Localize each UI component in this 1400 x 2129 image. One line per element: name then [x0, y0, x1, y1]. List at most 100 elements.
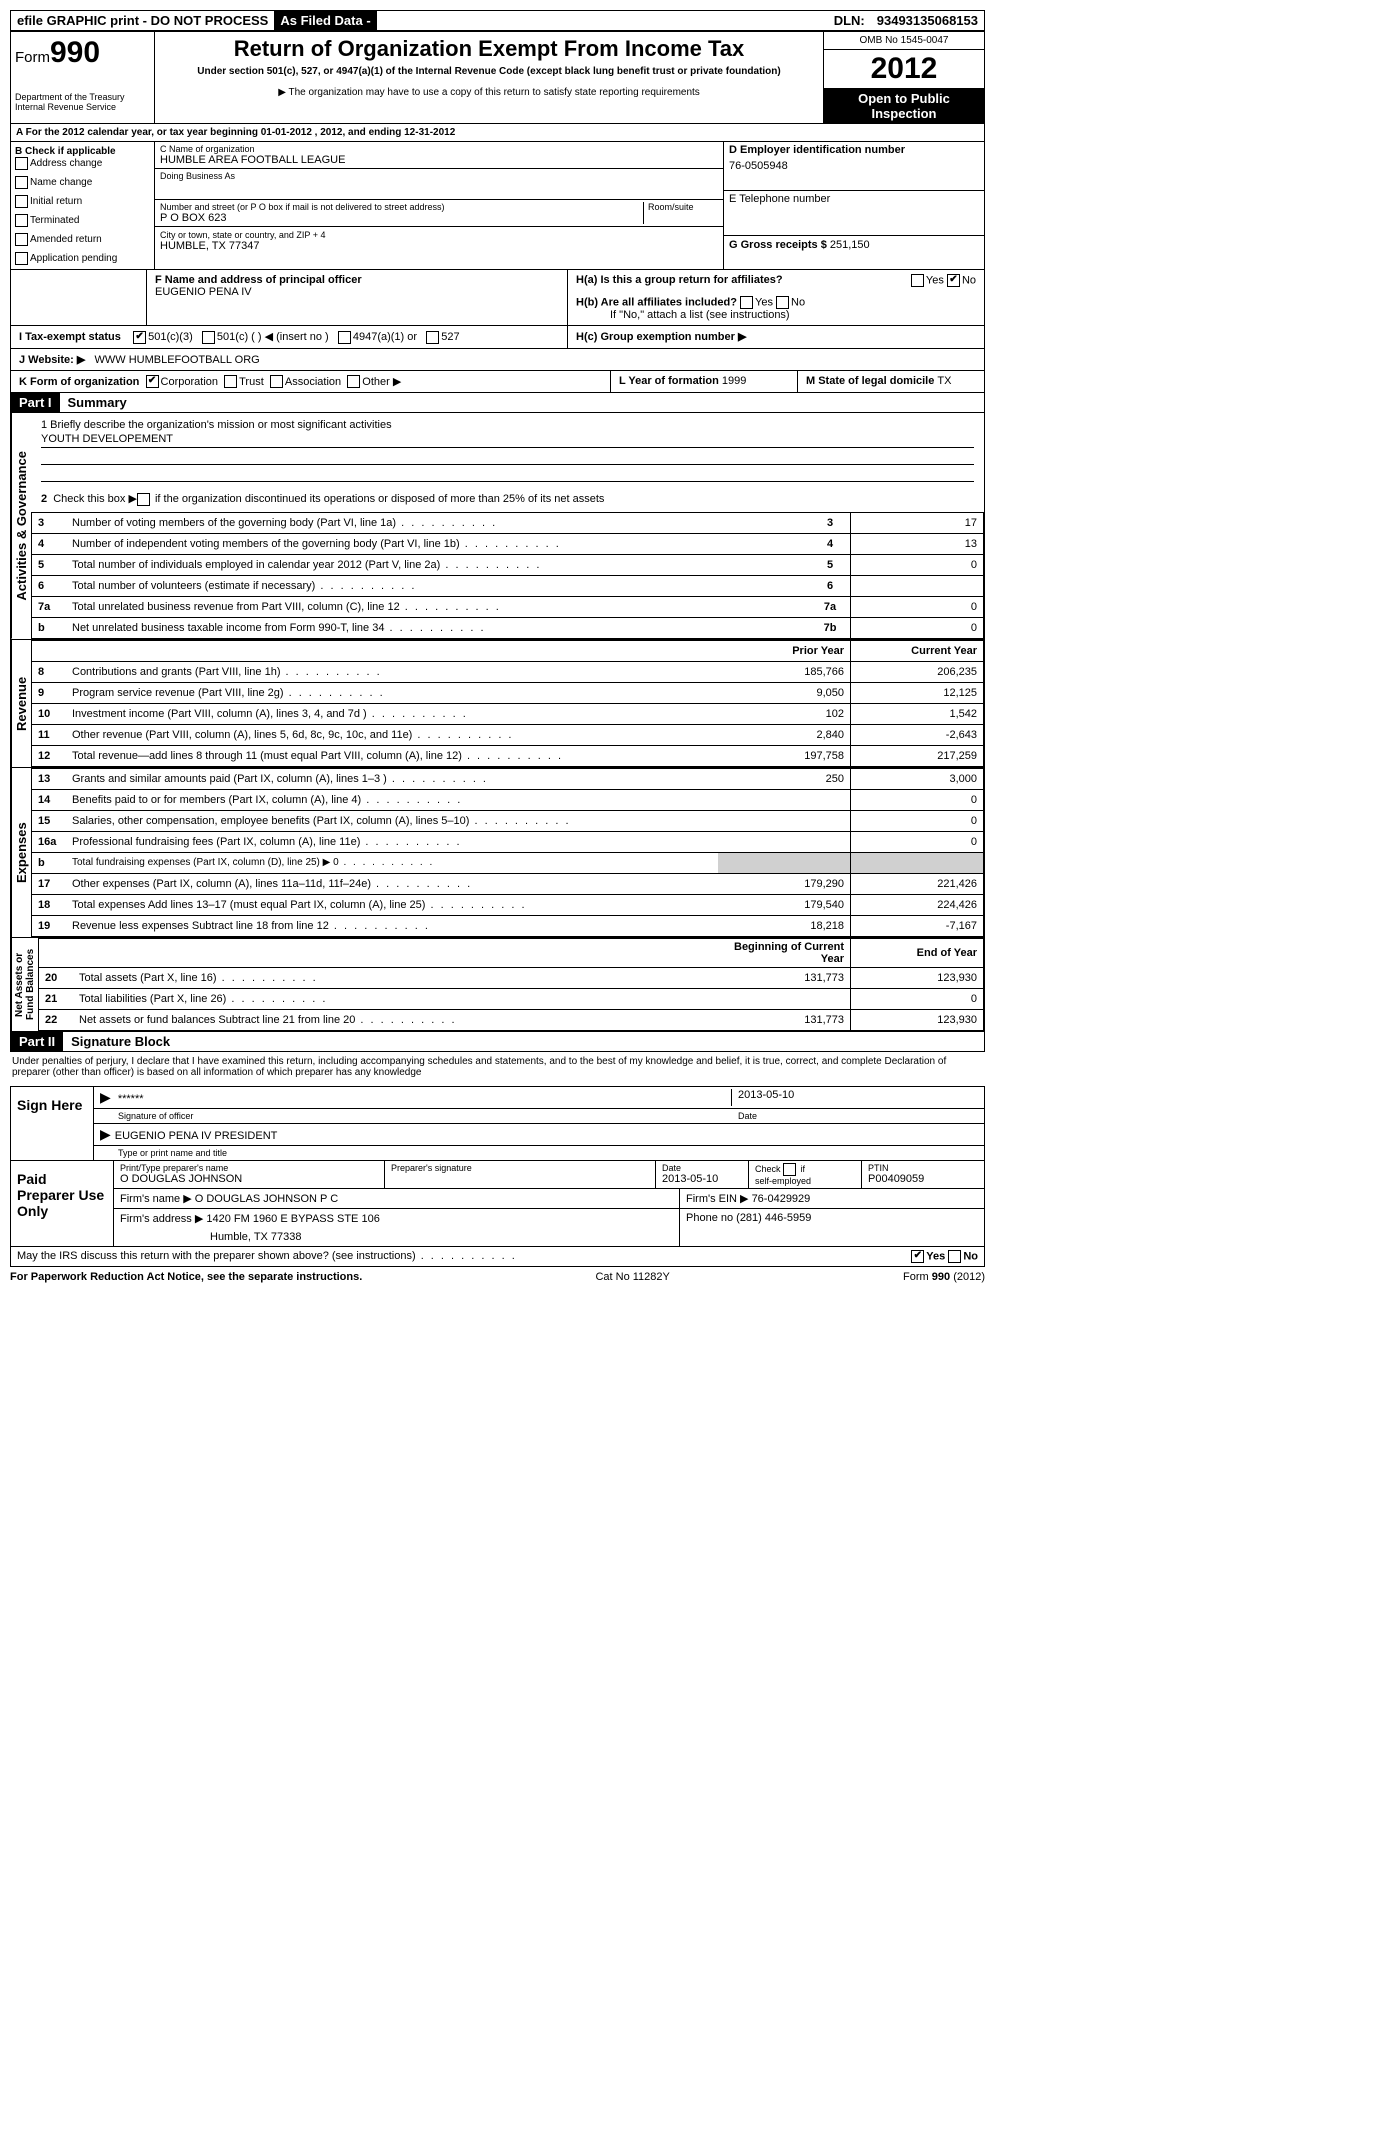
- perjury-text: Under penalties of perjury, I declare th…: [10, 1052, 985, 1082]
- irs-no-label: No: [963, 1250, 978, 1262]
- ha-label: H(a) Is this a group return for affiliat…: [576, 274, 783, 286]
- phone-label2: Phone no: [686, 1212, 736, 1224]
- part2-header: Part II Signature Block: [10, 1032, 985, 1052]
- section-b-through-g: B Check if applicable Address change Nam…: [10, 142, 985, 270]
- website-value: WWW HUMBLEFOOTBALL ORG: [95, 354, 260, 366]
- other-label: Other ▶: [362, 376, 401, 388]
- footer: For Paperwork Reduction Act Notice, see …: [10, 1267, 985, 1283]
- sign-block: Sign Here ****** 2013-05-10 Signature of…: [10, 1086, 985, 1161]
- assoc-checkbox[interactable]: [270, 375, 283, 388]
- ein-value: 76-0505948: [729, 160, 979, 172]
- form-number: 990: [50, 36, 100, 69]
- irs-no-checkbox[interactable]: [948, 1250, 961, 1263]
- expenses-block: Expenses 13Grants and similar amounts pa…: [10, 768, 985, 938]
- sig-date-label: Date: [732, 1111, 978, 1121]
- ha-no-checkbox[interactable]: ✔: [947, 274, 960, 287]
- part1-title: Summary: [68, 395, 127, 410]
- ha-yes-checkbox[interactable]: [911, 274, 924, 287]
- firm-name: O DOUGLAS JOHNSON P C: [195, 1193, 338, 1205]
- hb-yes-checkbox[interactable]: [740, 296, 753, 309]
- dba-label: Doing Business As: [160, 171, 718, 181]
- firm-addr2: Humble, TX 77338: [120, 1225, 673, 1243]
- sign-here-label: Sign Here: [11, 1087, 94, 1160]
- vert-activities: Activities & Governance: [11, 413, 31, 639]
- q1-label: 1 Briefly describe the organization's mi…: [41, 419, 974, 431]
- checkbox-name-change[interactable]: [15, 176, 28, 189]
- prep-name: O DOUGLAS JOHNSON: [120, 1173, 378, 1185]
- other-checkbox[interactable]: [347, 375, 360, 388]
- sig-name: EUGENIO PENA IV PRESIDENT: [115, 1130, 278, 1142]
- hb-row: H(b) Are all affiliates included? Yes No…: [576, 296, 976, 321]
- 4947-checkbox[interactable]: [338, 331, 351, 344]
- firm-name-label: Firm's name ▶: [120, 1193, 192, 1205]
- preparer-block: Paid Preparer Use Only Print/Type prepar…: [10, 1161, 985, 1247]
- prior-year-hdr: Prior Year: [718, 640, 851, 661]
- sig-stars: ******: [118, 1093, 144, 1105]
- cat-no: Cat No 11282Y: [595, 1271, 669, 1283]
- 501c-checkbox[interactable]: [202, 331, 215, 344]
- firm-ein: 76-0429929: [752, 1193, 811, 1205]
- officer-name: EUGENIO PENA IV: [155, 286, 559, 298]
- irs-yes-label: Yes: [926, 1250, 945, 1262]
- website-label: J Website: ▶: [19, 354, 85, 366]
- summary-top-table: 3Number of voting members of the governi…: [31, 512, 984, 639]
- label-name-change: Name change: [30, 177, 92, 188]
- label-initial-return: Initial return: [30, 196, 82, 207]
- vert-netassets: Net Assets or Fund Balances: [11, 938, 38, 1031]
- netassets-block: Net Assets or Fund Balances Beginning of…: [10, 938, 985, 1032]
- section-f-h: F Name and address of principal officer …: [10, 270, 985, 326]
- label-pending: Application pending: [30, 253, 117, 264]
- q2-checkbox[interactable]: [137, 493, 150, 506]
- checkbox-initial-return[interactable]: [15, 195, 28, 208]
- ein-label: D Employer identification number: [729, 144, 979, 156]
- efile-label: efile GRAPHIC print - DO NOT PROCESS: [11, 11, 274, 30]
- q1-value: YOUTH DEVELOPEMENT: [41, 431, 974, 448]
- corp-label: Corporation: [161, 376, 218, 388]
- hb-note: If "No," attach a list (see instructions…: [610, 309, 976, 321]
- checkbox-amended[interactable]: [15, 233, 28, 246]
- line-klm: K Form of organization ✔Corporation Trus…: [10, 371, 985, 394]
- 4947-label: 4947(a)(1) or: [353, 331, 417, 343]
- begin-year-hdr: Beginning of Current Year: [718, 938, 851, 967]
- preparer-title: Paid Preparer Use Only: [11, 1161, 114, 1246]
- part2-label: Part II: [11, 1032, 63, 1051]
- yes-label-2: Yes: [755, 296, 773, 308]
- vert-expenses: Expenses: [11, 768, 31, 937]
- yes-label: Yes: [926, 274, 944, 286]
- trust-checkbox[interactable]: [224, 375, 237, 388]
- form-subtitle-2: ▶ The organization may have to use a cop…: [163, 87, 815, 98]
- checkbox-pending[interactable]: [15, 252, 28, 265]
- year-formation: 1999: [722, 375, 746, 387]
- officer-label: F Name and address of principal officer: [155, 274, 559, 286]
- sig-name-label: Type or print name and title: [94, 1146, 984, 1160]
- label-address-change: Address change: [30, 158, 102, 169]
- gross-receipts-label: G Gross receipts $: [729, 239, 827, 251]
- revenue-block: Revenue Prior YearCurrent Year 8Contribu…: [10, 640, 985, 768]
- self-employed-checkbox[interactable]: [783, 1163, 796, 1176]
- no-label: No: [962, 274, 976, 286]
- phone-label: E Telephone number: [729, 193, 979, 205]
- ha-row: H(a) Is this a group return for affiliat…: [576, 274, 976, 286]
- 527-checkbox[interactable]: [426, 331, 439, 344]
- prep-date-label: Date: [662, 1163, 742, 1173]
- irs-yes-checkbox[interactable]: ✔: [911, 1250, 924, 1263]
- hb-no-checkbox[interactable]: [776, 296, 789, 309]
- dept-treasury: Department of the Treasury: [15, 92, 150, 102]
- sig-officer-label: Signature of officer: [100, 1111, 732, 1121]
- 501c3-checkbox[interactable]: ✔: [133, 331, 146, 344]
- box-b-title: B Check if applicable: [15, 146, 150, 157]
- irs-question: May the IRS discuss this return with the…: [17, 1250, 416, 1262]
- checkbox-terminated[interactable]: [15, 214, 28, 227]
- corp-checkbox[interactable]: ✔: [146, 375, 159, 388]
- form-990-label: Form990: [15, 36, 150, 70]
- form-subtitle-1: Under section 501(c), 527, or 4947(a)(1)…: [163, 66, 815, 77]
- label-amended: Amended return: [30, 234, 102, 245]
- hb-label: H(b) Are all affiliates included?: [576, 296, 737, 308]
- pra-notice: For Paperwork Reduction Act Notice, see …: [10, 1271, 362, 1283]
- irs-discuss-row: May the IRS discuss this return with the…: [10, 1247, 985, 1267]
- part1-label: Part I: [11, 393, 60, 412]
- checkbox-address-change[interactable]: [15, 157, 28, 170]
- as-filed-label: As Filed Data -: [274, 11, 376, 30]
- state-domicile: TX: [937, 375, 951, 387]
- form-word: Form: [15, 49, 50, 66]
